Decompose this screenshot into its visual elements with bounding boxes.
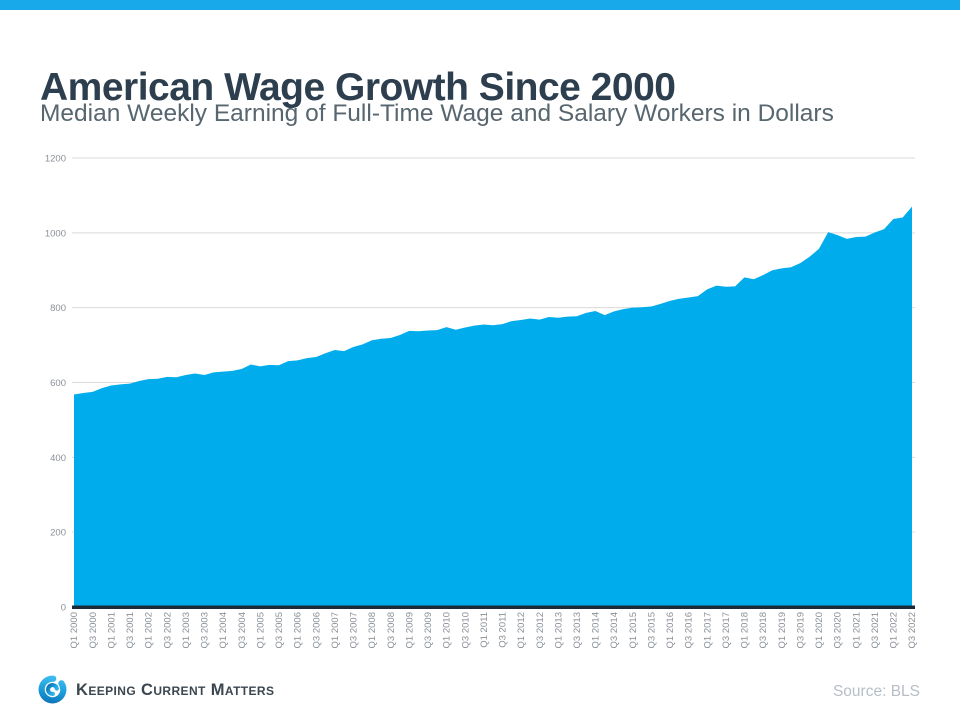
x-axis-label: Q1 2004: [218, 612, 229, 648]
x-axis-label: Q1 2002: [144, 612, 155, 648]
x-axis-label: Q1 2018: [740, 612, 751, 648]
x-axis-label: Q1 2010: [442, 612, 453, 648]
x-axis-label: Q3 2000: [88, 612, 99, 648]
x-axis-label: Q3 2012: [535, 612, 546, 648]
x-axis-label: Q3 2020: [833, 612, 844, 648]
y-axis-label: 0: [61, 603, 66, 614]
x-axis-label: Q3 2007: [349, 612, 360, 648]
top-accent-bar: [0, 0, 960, 10]
x-axis-label: Q3 2009: [423, 612, 434, 648]
y-axis-label: 1000: [45, 228, 66, 239]
x-axis-label: Q3 2005: [274, 612, 285, 648]
x-axis-label: Q3 2019: [795, 612, 806, 648]
x-axis-label: Q1 2009: [404, 612, 415, 648]
x-axis-label: Q1 2006: [293, 612, 304, 648]
x-axis-label: Q3 2002: [162, 612, 173, 648]
x-axis-label: Q1 2014: [591, 612, 602, 648]
x-axis-label: Q3 2018: [758, 612, 769, 648]
x-axis-label: Q3 2017: [721, 612, 732, 648]
x-axis-label: Q3 2021: [870, 612, 881, 648]
y-axis-label: 1200: [45, 154, 66, 165]
x-axis-label: Q1 2012: [516, 612, 527, 648]
page-title: American Wage Growth Since 2000: [40, 66, 676, 110]
y-axis-label: 400: [50, 453, 66, 464]
x-axis-label: Q3 2008: [386, 612, 397, 648]
x-axis-label: Q3 2011: [498, 612, 509, 648]
x-axis-label: Q1 2016: [665, 612, 676, 648]
area-series-median-weekly-earnings: [74, 206, 912, 607]
source-attribution: Source: BLS: [832, 683, 920, 700]
x-axis-label: Q3 2016: [684, 612, 695, 648]
y-axis-label: 800: [50, 303, 66, 314]
x-axis-label: Q1 2011: [479, 612, 490, 648]
x-axis-label: Q1 2022: [889, 612, 900, 648]
x-axis-label: Q3 2022: [907, 612, 918, 648]
x-axis-label: Q1 2013: [553, 612, 564, 648]
x-axis-label: Q1 2021: [851, 612, 862, 648]
x-axis-label: Q1 2015: [628, 612, 639, 648]
page-subtitle: Median Weekly Earning of Full-Time Wage …: [40, 100, 834, 127]
x-axis-label: Q1 2020: [814, 612, 825, 648]
y-axis-label: 600: [50, 378, 66, 389]
x-axis-label: Q1 2003: [181, 612, 192, 648]
x-axis-label: Q3 2010: [460, 612, 471, 648]
x-axis-label: Q3 2001: [125, 612, 136, 648]
x-axis-label: Q3 2015: [646, 612, 657, 648]
x-axis-label: Q1 2001: [106, 612, 117, 648]
x-axis-label: Q3 2006: [311, 612, 322, 648]
x-axis-label: Q1 2000: [69, 612, 80, 648]
x-axis-label: Q3 2013: [572, 612, 583, 648]
x-axis-label: Q1 2005: [255, 612, 266, 648]
x-axis-label: Q1 2017: [702, 612, 713, 648]
x-axis-label: Q1 2008: [367, 612, 378, 648]
x-axis-label: Q3 2004: [237, 612, 248, 648]
brand-logo: Keeping Current Matters: [38, 674, 274, 704]
x-axis-label: Q1 2007: [330, 612, 341, 648]
brand-name: Keeping Current Matters: [76, 680, 275, 699]
y-axis-label: 200: [50, 528, 66, 539]
x-axis-label: Q3 2003: [200, 612, 211, 648]
x-axis-label: Q1 2019: [777, 612, 788, 648]
x-axis-line: [72, 605, 915, 609]
kcm-swirl-icon: [38, 675, 67, 703]
x-axis-label: Q3 2014: [609, 612, 620, 648]
